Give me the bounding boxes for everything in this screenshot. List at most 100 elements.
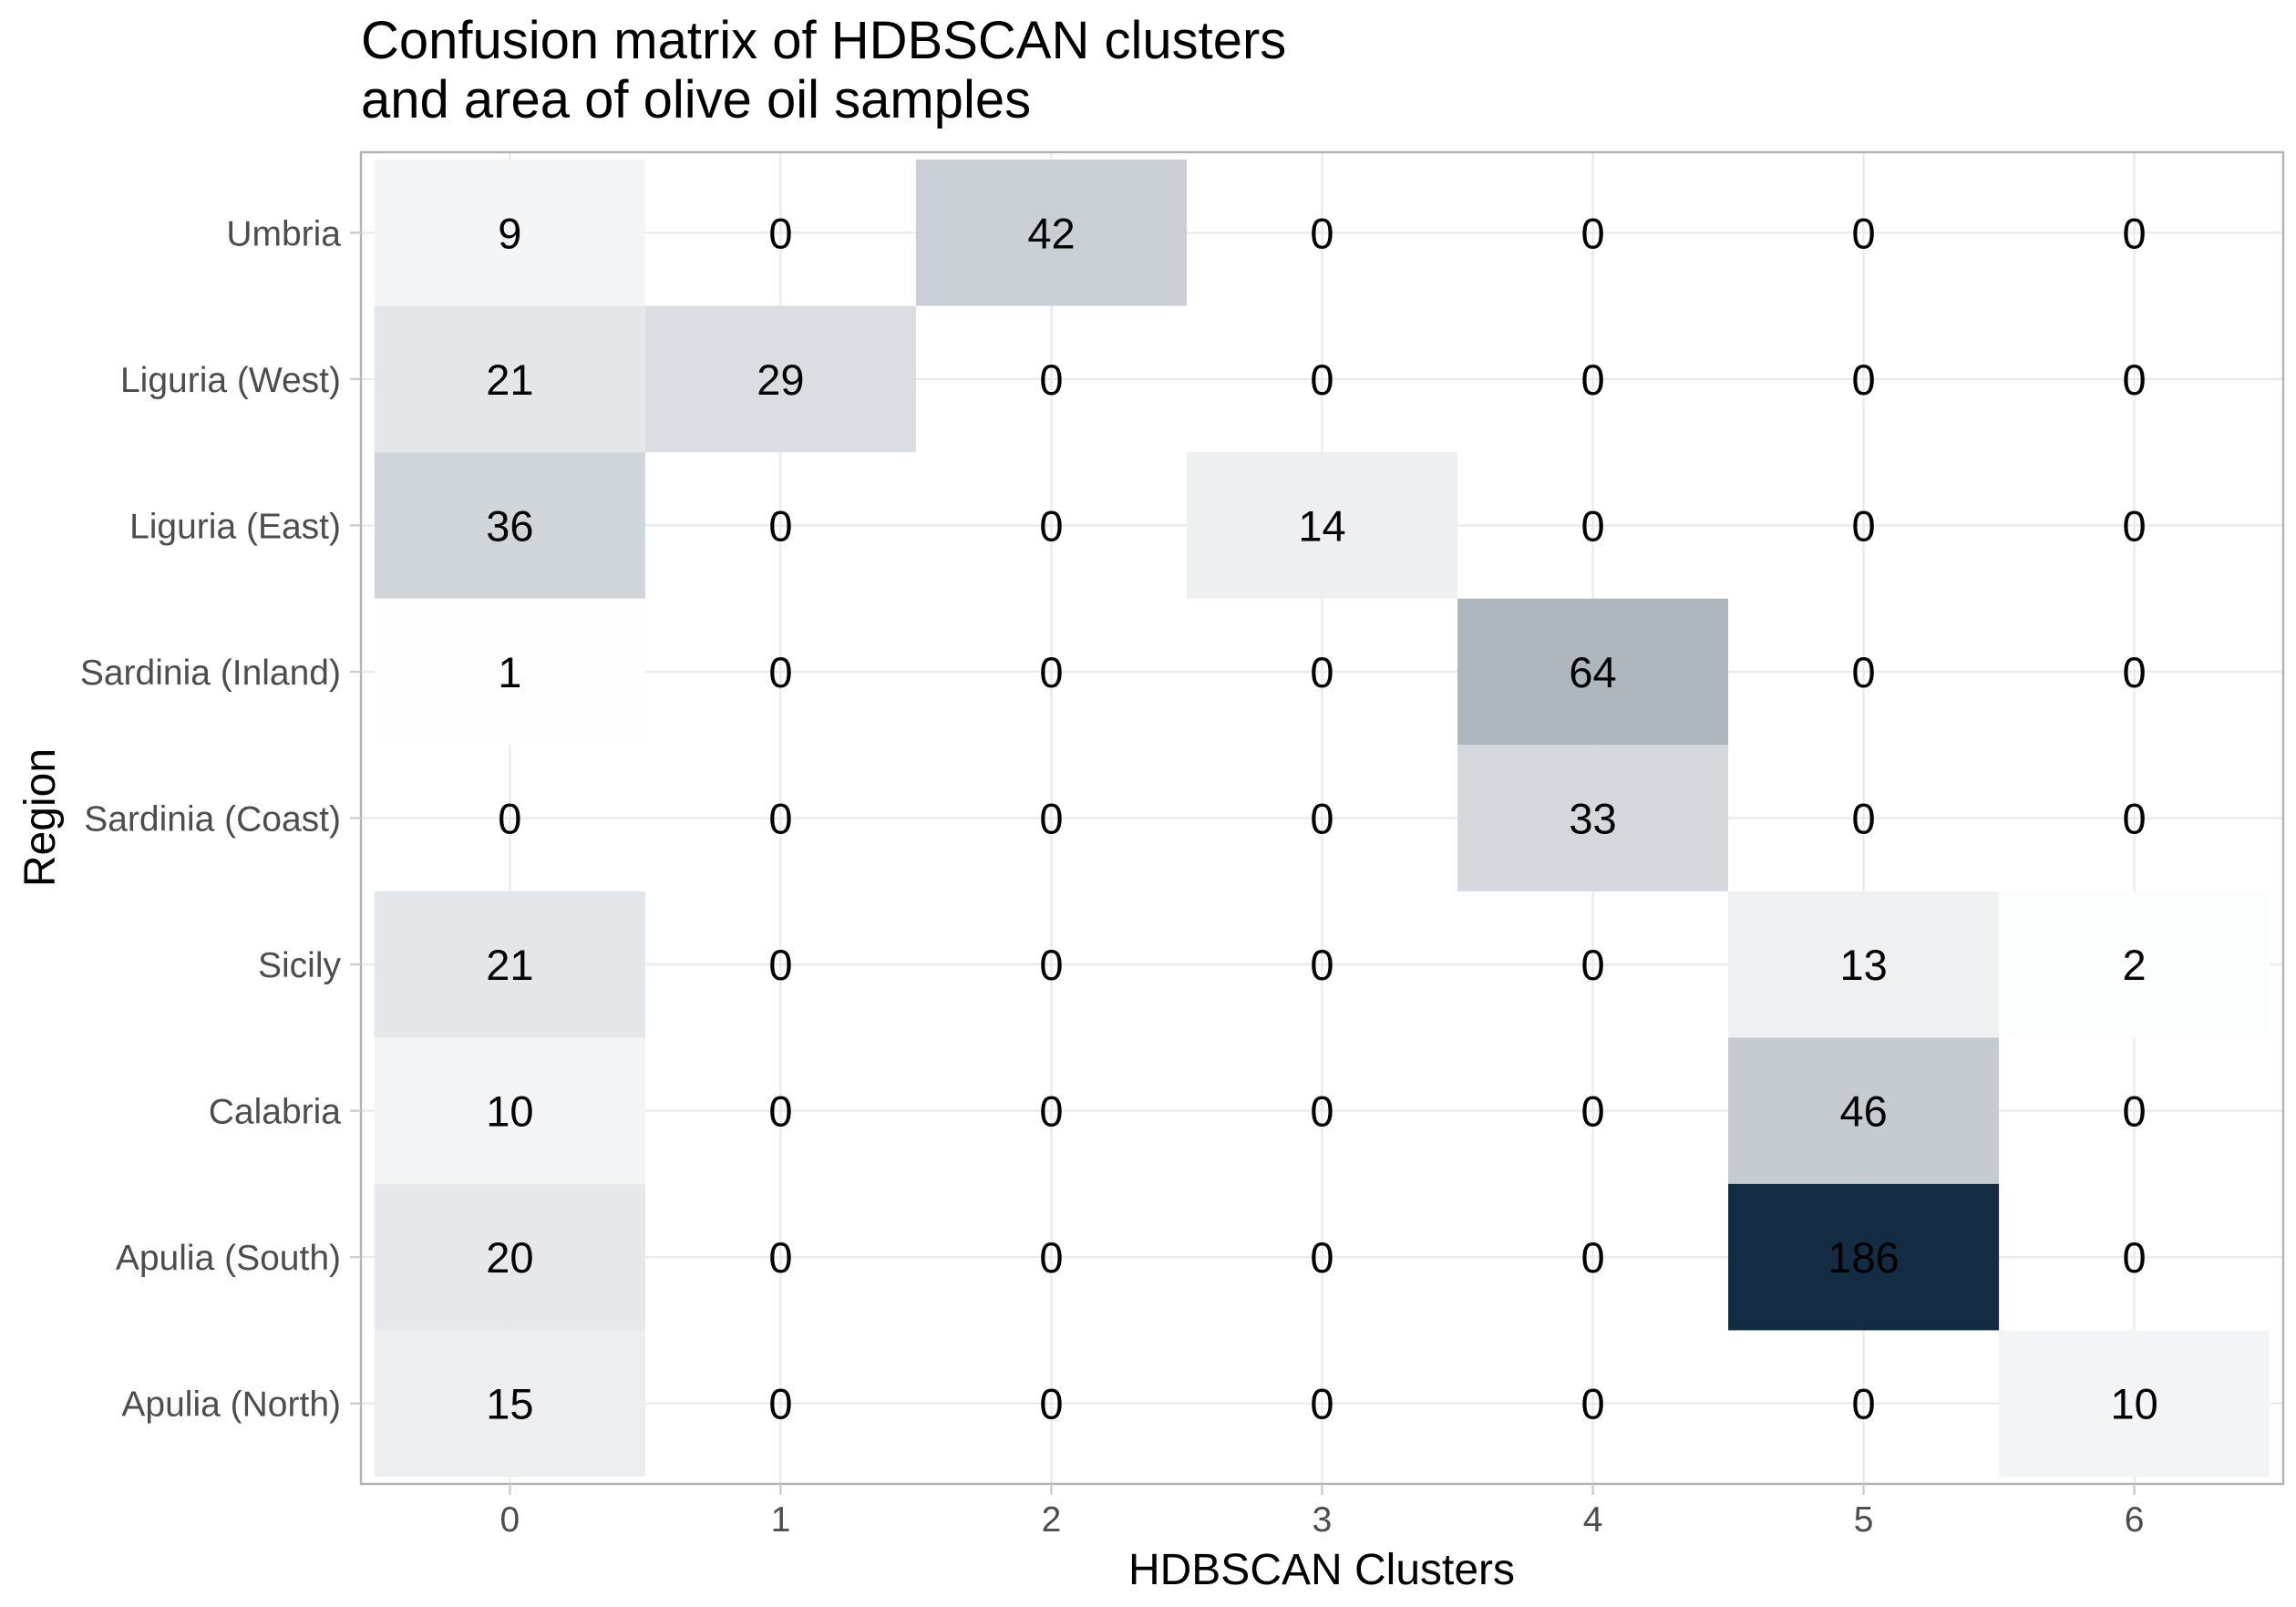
cell-value-label: 0 xyxy=(768,209,792,257)
x-axis-title: HDBSCAN Clusters xyxy=(1128,1546,1515,1594)
heatmap-cell xyxy=(1457,598,1729,746)
cell-value-label: 0 xyxy=(1580,209,1604,257)
cell-value-label: 0 xyxy=(1039,501,1063,550)
cell-value-label: 0 xyxy=(1852,355,1876,404)
cell-value-label: 0 xyxy=(768,1087,792,1136)
cell-value-label: 0 xyxy=(2123,209,2147,257)
cell-value-label: 0 xyxy=(1580,1380,1604,1428)
cell-value-label: 0 xyxy=(1310,209,1333,257)
cell-value-label: 10 xyxy=(486,1087,533,1136)
cell-value-label: 0 xyxy=(1310,648,1333,696)
cell-value-label: 0 xyxy=(1039,648,1063,696)
cell-value-label: 0 xyxy=(1852,1380,1876,1428)
cell-value-label: 0 xyxy=(1310,941,1333,989)
cell-value-label: 10 xyxy=(2110,1380,2157,1428)
cell-value-label: 0 xyxy=(2123,648,2147,696)
cell-value-labels: 9 0 42 0 0 0 021 29 0 0 0 0 036 0 0 14 0 0 01 0 0 0 64 0 00 0 0 0 33… xyxy=(486,209,2158,1427)
cell-value-label: 0 xyxy=(2123,795,2147,843)
heatmap-cell xyxy=(1457,745,1729,891)
cell-value-label: 0 xyxy=(768,1233,792,1282)
cell-value-label: 0 xyxy=(2123,501,2147,550)
heatmap-cell xyxy=(1728,1037,2000,1184)
y-tick-label: Liguria (West) xyxy=(120,361,341,400)
cell-value-label: 0 xyxy=(1039,1087,1063,1136)
heatmap-cell xyxy=(374,1183,645,1331)
chart-title-line-2: and area of olive oil samples xyxy=(361,70,1031,129)
chart-title-line-1: Confusion matrix of HDBSCAN clusters xyxy=(361,11,1286,70)
y-tick-label: Umbria xyxy=(226,214,341,253)
cell-value-label: 0 xyxy=(1852,648,1876,696)
cell-value-label: 0 xyxy=(1039,941,1063,989)
cell-value-label: 15 xyxy=(486,1380,533,1428)
cell-value-label: 1 xyxy=(498,648,521,696)
cell-value-label: 0 xyxy=(1580,1233,1604,1282)
y-tick-label: Calabria xyxy=(209,1093,342,1132)
cell-value-label: 0 xyxy=(1310,1087,1333,1136)
cell-value-label: 2 xyxy=(2123,941,2147,989)
cell-value-label: 20 xyxy=(486,1233,533,1282)
cell-value-label: 29 xyxy=(757,355,804,404)
cell-value-label: 0 xyxy=(1310,795,1333,843)
cell-value-label: 0 xyxy=(2123,1087,2147,1136)
cell-value-label: 0 xyxy=(1580,1087,1604,1136)
cell-value-label: 21 xyxy=(486,355,533,404)
heatmap-cell xyxy=(1728,891,2000,1038)
x-tick-label: 6 xyxy=(2125,1500,2145,1540)
cell-value-label: 0 xyxy=(1310,1233,1333,1282)
cell-value-label: 0 xyxy=(1580,355,1604,404)
heatmap-cell xyxy=(374,452,645,599)
cell-value-label: 0 xyxy=(768,1380,792,1428)
cell-value-label: 9 xyxy=(498,209,521,257)
x-tick-label: 5 xyxy=(1854,1500,1874,1540)
cell-value-label: 0 xyxy=(1852,795,1876,843)
cell-value-label: 0 xyxy=(2123,1233,2147,1282)
heatmap-cells xyxy=(374,160,2270,1477)
y-tick-labels: Umbria Liguria (West) Liguria (East) Sardin… xyxy=(80,214,342,1424)
heatmap-cell xyxy=(1999,891,2270,1038)
cell-value-label: 0 xyxy=(1852,209,1876,257)
y-tick-label: Apulia (North) xyxy=(121,1386,341,1425)
heatmap-cell xyxy=(915,160,1187,306)
y-tick-label: Sardinia (Inland) xyxy=(80,654,341,693)
cell-value-label: 36 xyxy=(486,501,533,550)
y-tick-label: Sardinia (Coast) xyxy=(84,800,341,840)
cell-value-label: 0 xyxy=(768,648,792,696)
heatmap-cell xyxy=(374,598,645,746)
x-tick-label: 4 xyxy=(1583,1500,1603,1540)
heatmap-cell xyxy=(374,305,645,453)
cell-value-label: 0 xyxy=(768,795,792,843)
heatmap-cell xyxy=(644,305,916,453)
cell-value-label: 0 xyxy=(768,501,792,550)
cell-value-label: 0 xyxy=(498,795,521,843)
heatmap-cell xyxy=(374,1037,645,1184)
cell-value-label: 0 xyxy=(768,941,792,989)
axis-ticks xyxy=(350,232,2136,1495)
y-axis-title: Region xyxy=(16,748,65,887)
cell-value-label: 0 xyxy=(1580,941,1604,989)
cell-value-label: 0 xyxy=(1039,355,1063,404)
heatmap-cell xyxy=(374,1330,645,1477)
cell-value-label: 33 xyxy=(1569,795,1616,843)
cell-value-label: 13 xyxy=(1839,941,1887,989)
x-tick-label: 3 xyxy=(1313,1500,1333,1540)
cell-value-label: 14 xyxy=(1298,501,1345,550)
cell-value-label: 42 xyxy=(1027,209,1075,257)
heatmap-cell xyxy=(1999,1330,2270,1477)
heatmap-cell xyxy=(374,160,645,306)
cell-value-label: 0 xyxy=(1852,501,1876,550)
heatmap-cell xyxy=(1186,452,1458,599)
cell-value-label: 21 xyxy=(486,941,533,989)
x-tick-label: 2 xyxy=(1042,1500,1062,1540)
x-tick-labels: 0 1 2 3 4 5 6 xyxy=(500,1500,2145,1540)
cell-value-label: 0 xyxy=(2123,355,2147,404)
x-tick-label: 1 xyxy=(771,1500,791,1540)
y-tick-label: Sicily xyxy=(258,946,342,985)
y-tick-label: Apulia (South) xyxy=(116,1239,341,1278)
cell-value-label: 0 xyxy=(1039,1233,1063,1282)
cell-value-label: 0 xyxy=(1310,1380,1333,1428)
cell-value-label: 46 xyxy=(1839,1087,1887,1136)
cell-value-label: 0 xyxy=(1580,501,1604,550)
x-tick-label: 0 xyxy=(500,1500,520,1540)
cell-value-label: 0 xyxy=(1310,355,1333,404)
y-tick-label: Liguria (East) xyxy=(129,507,341,546)
